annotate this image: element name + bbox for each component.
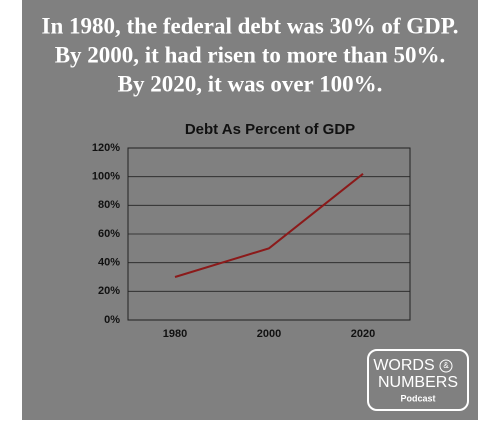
data-line	[174, 173, 364, 278]
logo-text: NUMBERS	[378, 374, 458, 391]
logo-text: WORDS	[373, 357, 434, 374]
headline: By 2020, it was over 100%.	[118, 71, 383, 96]
x-tick-label: 2000	[257, 328, 281, 340]
x-tick-label: 2020	[351, 328, 375, 340]
x-tick-label: 1980	[163, 328, 187, 340]
y-tick-label: 80%	[98, 199, 120, 211]
logo: WORDS & NUMBERS Podcast	[367, 349, 469, 411]
y-tick-label: 20%	[98, 285, 120, 297]
y-tick-label: 100%	[92, 171, 120, 183]
headline: By 2000, it had risen to more than 50%.	[55, 42, 446, 67]
y-tick-label: 40%	[98, 257, 120, 269]
y-tick-label: 120%	[92, 142, 120, 154]
y-tick-label: 0%	[104, 314, 120, 326]
headline: In 1980, the federal debt was 30% of GDP…	[42, 13, 459, 38]
chart-title: Debt As Percent of GDP	[185, 121, 355, 138]
y-tick-label: 60%	[98, 228, 120, 240]
logo-text: &	[443, 361, 449, 370]
logo-frame	[367, 349, 469, 411]
logo-text: Podcast	[400, 393, 435, 403]
logo-circle	[439, 359, 453, 373]
